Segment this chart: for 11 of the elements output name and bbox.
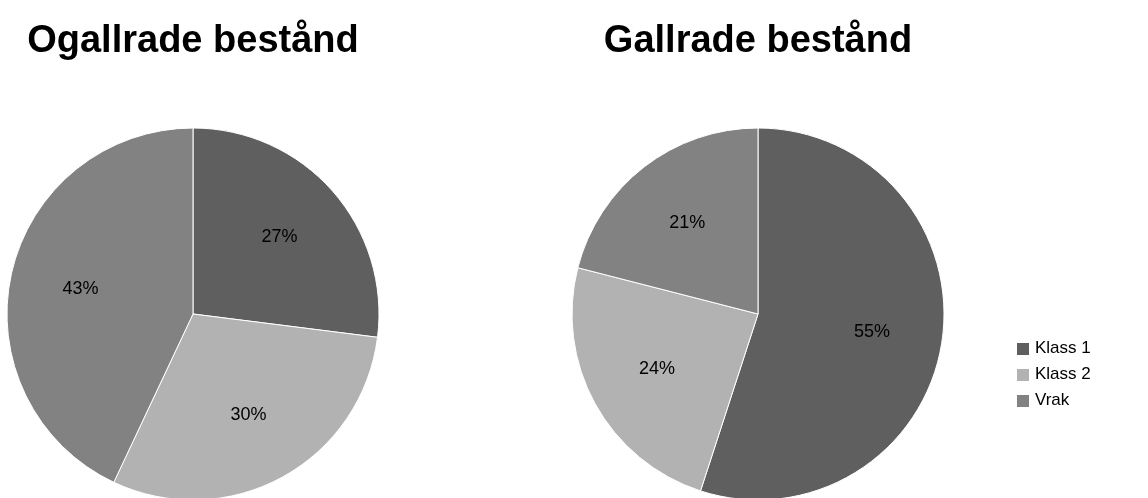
legend-label: Klass 1 <box>1035 338 1091 358</box>
data-label: 24% <box>638 358 675 379</box>
legend-label: Klass 2 <box>1035 364 1091 384</box>
data-label: 30% <box>230 403 267 424</box>
data-label: 21% <box>669 211 706 232</box>
data-label: 55% <box>853 320 890 341</box>
legend-label: Vrak <box>1035 390 1070 410</box>
chart-title: Gallrade bestånd <box>603 18 913 60</box>
data-label: 27% <box>261 226 298 247</box>
data-label: 43% <box>62 277 99 298</box>
chart-title: Ogallrade bestånd <box>27 18 359 60</box>
